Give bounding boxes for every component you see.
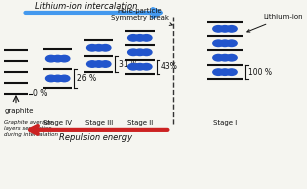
Circle shape <box>128 35 138 41</box>
Circle shape <box>128 49 138 56</box>
Circle shape <box>213 26 224 32</box>
Text: Graphite average
layers separation
during intercalation: Graphite average layers separation durin… <box>4 120 58 136</box>
Circle shape <box>141 64 152 70</box>
Circle shape <box>213 54 224 61</box>
Circle shape <box>52 55 63 62</box>
Circle shape <box>141 49 152 56</box>
Text: 43%: 43% <box>160 62 177 71</box>
Text: 26 %: 26 % <box>77 74 97 83</box>
Circle shape <box>141 35 152 41</box>
Circle shape <box>213 40 224 46</box>
Circle shape <box>87 61 98 67</box>
Circle shape <box>45 55 56 62</box>
Text: Repulsion energy: Repulsion energy <box>59 133 132 143</box>
Text: Stage III: Stage III <box>85 120 113 126</box>
Circle shape <box>226 40 237 46</box>
Circle shape <box>213 69 224 75</box>
Text: Lithium-ion intercalation: Lithium-ion intercalation <box>35 2 138 11</box>
Circle shape <box>100 61 111 67</box>
Circle shape <box>220 69 231 75</box>
Circle shape <box>226 54 237 61</box>
Circle shape <box>45 75 56 82</box>
Circle shape <box>134 64 145 70</box>
Text: Stage II: Stage II <box>127 120 153 126</box>
Circle shape <box>59 75 70 82</box>
Circle shape <box>134 35 145 41</box>
Text: Hole-particle
Symmetry break: Hole-particle Symmetry break <box>111 8 172 25</box>
Circle shape <box>226 69 237 75</box>
Text: 31 %: 31 % <box>119 60 138 69</box>
Text: Stage I: Stage I <box>213 120 237 126</box>
Circle shape <box>220 26 231 32</box>
Circle shape <box>52 75 63 82</box>
Text: Lithium-ion: Lithium-ion <box>247 14 303 32</box>
Circle shape <box>220 54 231 61</box>
Circle shape <box>93 45 104 51</box>
Circle shape <box>93 61 104 67</box>
Circle shape <box>128 64 138 70</box>
Text: 100 %: 100 % <box>248 68 272 77</box>
Text: Stage IV: Stage IV <box>43 120 72 126</box>
Text: 0 %: 0 % <box>33 89 47 98</box>
Circle shape <box>59 55 70 62</box>
Text: graphite: graphite <box>4 108 34 114</box>
Circle shape <box>220 40 231 46</box>
Circle shape <box>100 45 111 51</box>
Circle shape <box>87 45 98 51</box>
Circle shape <box>226 26 237 32</box>
Circle shape <box>134 49 145 56</box>
